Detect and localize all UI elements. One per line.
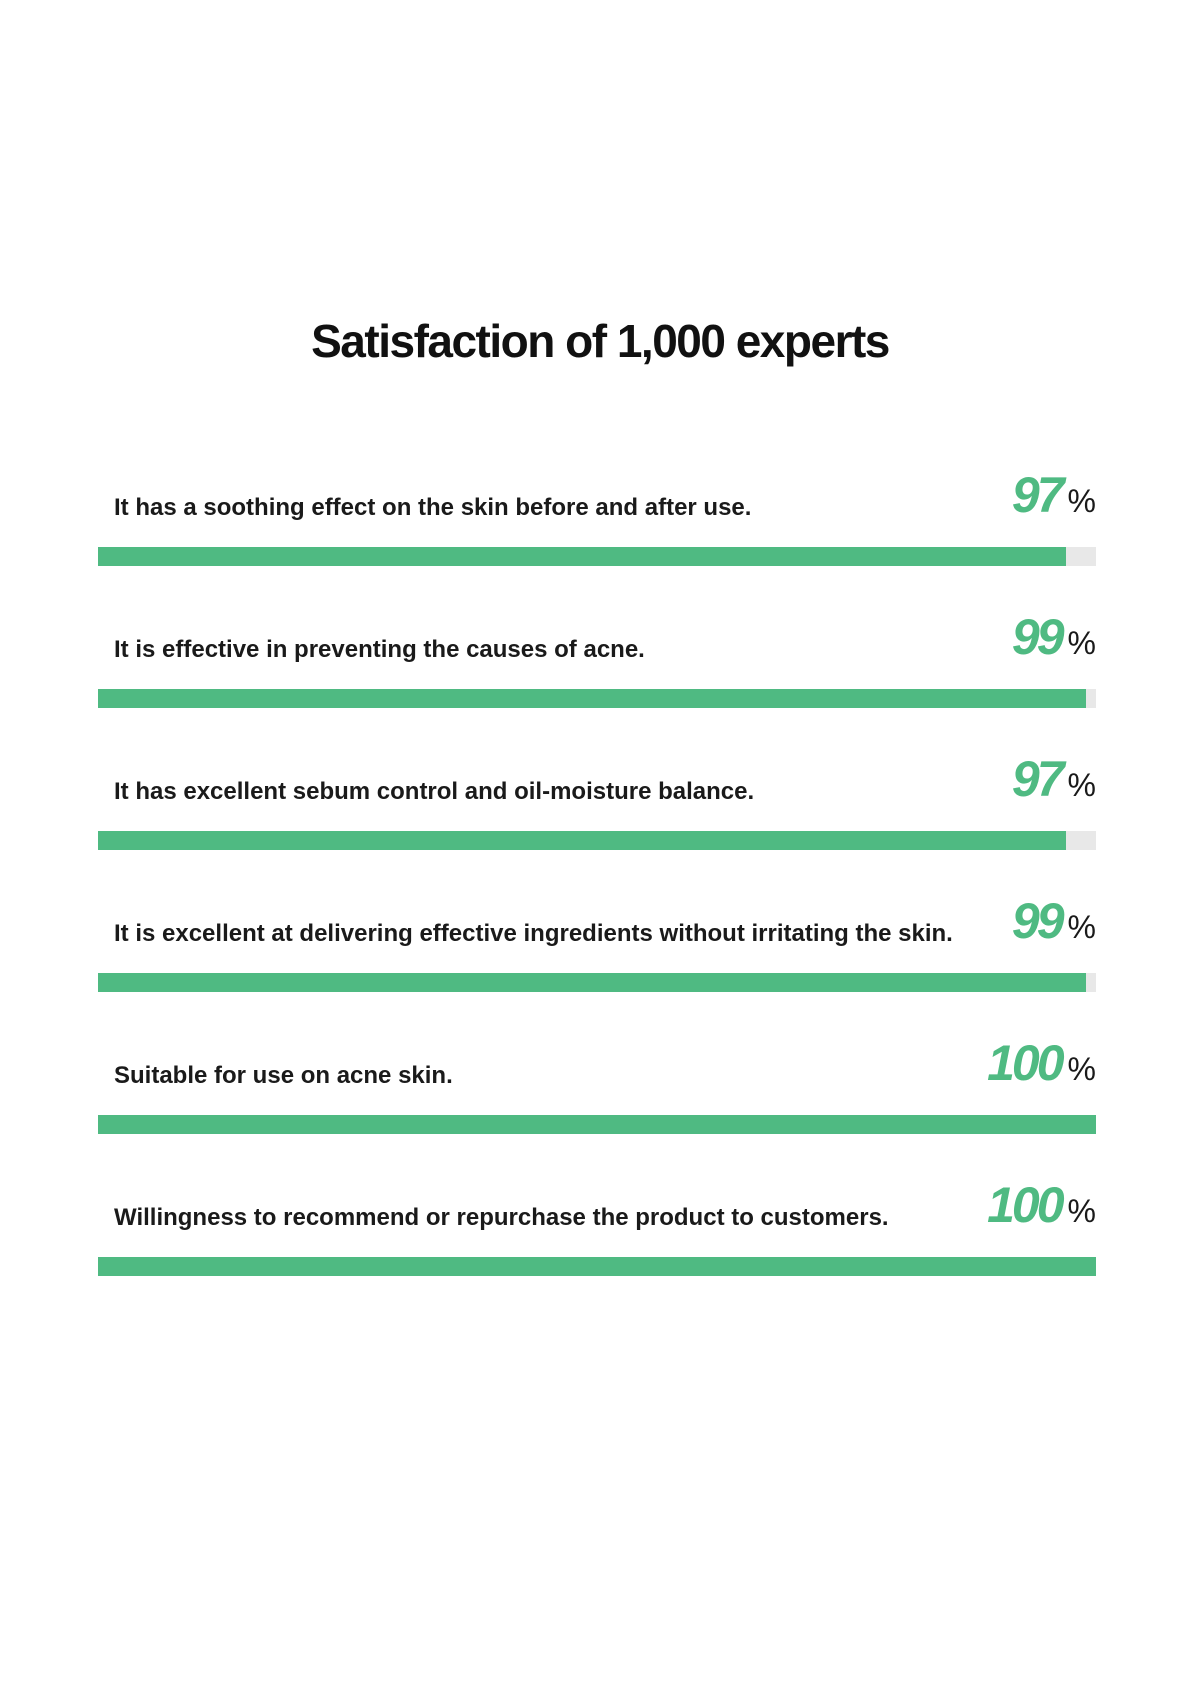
row-value: 99%: [1012, 896, 1096, 946]
value-number: 100: [987, 1035, 1064, 1091]
bar-fill: [98, 831, 1067, 850]
row-label: It has a soothing effect on the skin bef…: [114, 494, 752, 521]
bar-fill: [98, 689, 1087, 708]
row-label: It is excellent at delivering effective …: [114, 920, 953, 947]
bar-fill: [98, 973, 1087, 992]
value-number: 99: [1011, 609, 1065, 665]
bar-fill: [98, 1115, 1096, 1134]
bar-track: [98, 1257, 1096, 1276]
value-unit: %: [1067, 1193, 1096, 1229]
row-value: 100%: [987, 1038, 1096, 1088]
chart-row: It is excellent at delivering effective …: [98, 896, 1096, 1038]
value-number: 99: [1011, 893, 1065, 949]
value-unit: %: [1067, 1051, 1096, 1087]
value-unit: %: [1067, 767, 1096, 803]
row-value: 100%: [987, 1180, 1096, 1230]
value-number: 97: [1011, 751, 1065, 807]
row-label: It is effective in preventing the causes…: [114, 636, 645, 663]
value-unit: %: [1067, 483, 1096, 519]
chart-row: Willingness to recommend or repurchase t…: [98, 1180, 1096, 1322]
chart-row: Suitable for use on acne skin. 100%: [98, 1038, 1096, 1180]
bar-fill: [98, 1257, 1096, 1276]
row-value: 97%: [1012, 470, 1096, 520]
row-label: It has excellent sebum control and oil-m…: [114, 778, 755, 805]
row-label: Suitable for use on acne skin.: [114, 1062, 453, 1089]
value-number: 97: [1011, 467, 1065, 523]
value-unit: %: [1067, 909, 1096, 945]
bar-track: [98, 689, 1096, 708]
chart-row: It has excellent sebum control and oil-m…: [98, 754, 1096, 896]
bar-track: [98, 831, 1096, 850]
row-value: 97%: [1012, 754, 1096, 804]
row-value: 99%: [1012, 612, 1096, 662]
chart-title: Satisfaction of 1,000 experts: [311, 315, 890, 367]
chart-row: It has a soothing effect on the skin bef…: [98, 470, 1096, 612]
value-number: 100: [987, 1177, 1064, 1233]
row-label: Willingness to recommend or repurchase t…: [114, 1204, 889, 1231]
value-unit: %: [1067, 625, 1096, 661]
bar-track: [98, 973, 1096, 992]
bar-fill: [98, 547, 1067, 566]
bar-track: [98, 1115, 1096, 1134]
bar-track: [98, 547, 1096, 566]
chart-row: It is effective in preventing the causes…: [98, 612, 1096, 754]
satisfaction-chart: It has a soothing effect on the skin bef…: [98, 470, 1096, 1322]
